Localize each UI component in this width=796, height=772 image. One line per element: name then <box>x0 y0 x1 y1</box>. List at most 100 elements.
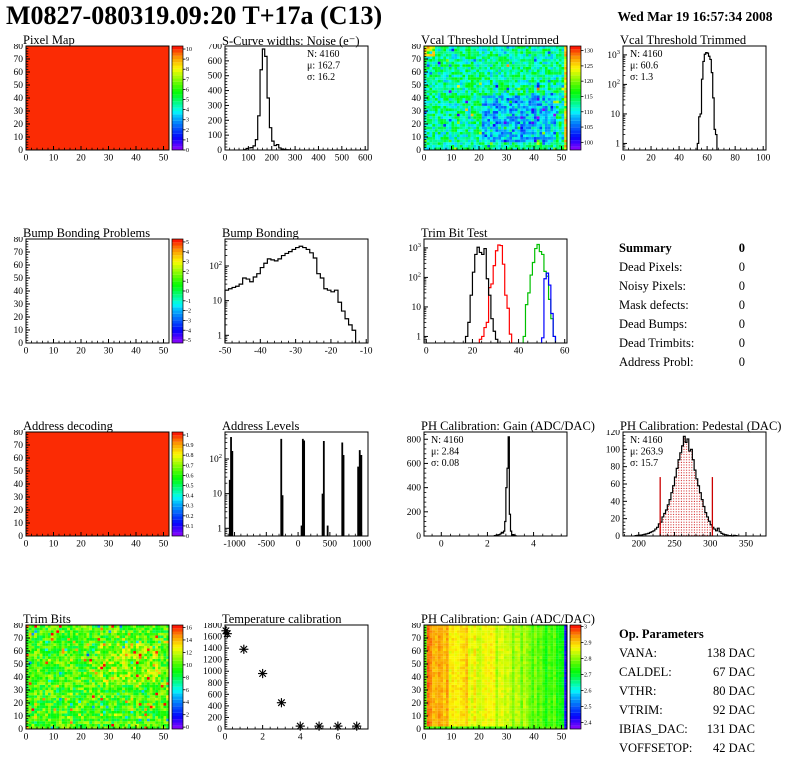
svg-text:0: 0 <box>416 146 421 156</box>
panel-address-decoding: Address decoding 0 10 20 30 40 50 0 10 20 30 40 50 6… <box>0 419 199 569</box>
table-row: VANA: 138 DAC <box>619 646 755 660</box>
svg-text:4: 4 <box>186 108 189 114</box>
svg-text:500: 500 <box>323 540 338 550</box>
svg-text:30: 30 <box>14 493 24 503</box>
svg-text:20: 20 <box>76 347 86 357</box>
svg-text:0.2: 0.2 <box>186 514 194 520</box>
plot-title: Bump Bonding <box>222 226 299 240</box>
svg-text:80: 80 <box>14 237 24 245</box>
svg-text:40: 40 <box>14 287 24 297</box>
svg-text:40: 40 <box>611 497 621 507</box>
svg-text:-40: -40 <box>254 347 267 357</box>
svg-text:40: 40 <box>529 154 539 164</box>
svg-text:1: 1 <box>416 332 421 342</box>
address-decoding-plot: 0 10 20 30 40 50 0 10 20 30 40 50 60 70 80 0 0.1 0.2 0.3 0.… <box>14 430 194 550</box>
svg-text:110: 110 <box>584 110 593 116</box>
svg-text:0.3: 0.3 <box>186 504 194 510</box>
svg-text:103: 103 <box>607 49 620 61</box>
svg-text:0: 0 <box>18 532 23 542</box>
svg-text:80: 80 <box>730 154 740 164</box>
svg-text:100: 100 <box>584 140 593 146</box>
table-row: IBIAS_DAC: 131 DAC <box>619 722 755 736</box>
svg-text:10: 10 <box>49 540 59 550</box>
svg-text:300: 300 <box>288 154 303 164</box>
svg-text:120: 120 <box>584 79 593 85</box>
svg-text:40: 40 <box>131 540 141 550</box>
svg-text:2: 2 <box>186 128 189 134</box>
svg-text:-30: -30 <box>289 347 302 357</box>
svg-text:50: 50 <box>159 347 169 357</box>
plot-title: Address decoding <box>23 419 113 433</box>
plot-title: Bump Bonding Problems <box>23 226 151 240</box>
svg-text:0.6: 0.6 <box>186 473 194 479</box>
svg-text:0: 0 <box>217 146 222 156</box>
svg-text:60: 60 <box>560 347 570 357</box>
bump-problems-plot: 0 10 20 30 40 50 0 10 20 30 40 50 60 70 80 -5 -4 -3 -2 -1 0 1… <box>14 237 192 357</box>
svg-text:μ: 162.7: μ: 162.7 <box>307 61 340 72</box>
svg-text:0: 0 <box>186 289 189 295</box>
svg-text:0: 0 <box>24 540 29 550</box>
svg-text:σ: 15.7: σ: 15.7 <box>630 458 658 469</box>
svg-text:μ: 2.84: μ: 2.84 <box>431 447 459 458</box>
svg-text:10: 10 <box>611 110 621 120</box>
svg-text:20: 20 <box>14 506 24 516</box>
svg-text:20: 20 <box>76 154 86 164</box>
svg-text:N: 4160: N: 4160 <box>431 435 464 446</box>
plot-title: S-Curve widths: Noise (e⁻) <box>222 34 360 48</box>
svg-text:40: 40 <box>131 347 141 357</box>
panel-ph-gain-hist: PH Calibration: Gain (ADC/DAC) 0 2 4 0 200 40… <box>398 419 597 569</box>
bump-bonding-plot: -50 -40 -30 -20 -10 1 10 102 <box>209 238 373 357</box>
svg-text:70: 70 <box>14 248 24 258</box>
panel-address-levels: Address Levels -1000 -500 0 500 1000 1 10 102 <box>199 419 398 569</box>
svg-text:80: 80 <box>14 430 24 438</box>
panel-vcal-trimmed: Vcal Threshold Trimmed 0 20 40 60 80 100 1 10 10… <box>597 33 796 183</box>
svg-text:20: 20 <box>646 154 656 164</box>
svg-text:0: 0 <box>621 154 626 164</box>
table-row: CALDEL: 67 DAC <box>619 665 755 679</box>
svg-text:0.9: 0.9 <box>186 443 194 449</box>
svg-text:N: 4160: N: 4160 <box>307 49 340 60</box>
summary-table: Summary 0 Dead Pixels: 0 Noisy Pixels: 0 Mask … <box>619 239 745 372</box>
svg-text:400: 400 <box>208 87 223 97</box>
panel-trim-bits: Trim Bits 0 10 20 30 40 50 0 10 20 30 40 50 60 70 80 0 2… <box>0 612 199 762</box>
table-row: Address Probl: 0 <box>619 355 745 369</box>
svg-text:80: 80 <box>611 463 621 473</box>
svg-text:10: 10 <box>213 490 223 500</box>
plot-title: PH Calibration: Gain (ADC/DAC) <box>421 612 595 626</box>
svg-text:40: 40 <box>14 480 24 490</box>
svg-text:50: 50 <box>14 467 24 477</box>
svg-text:70: 70 <box>14 55 24 65</box>
timestamp: Wed Mar 19 16:57:34 2008 <box>617 9 773 24</box>
svg-text:0: 0 <box>296 540 301 550</box>
svg-text:30: 30 <box>104 347 114 357</box>
svg-text:20: 20 <box>14 313 24 323</box>
svg-text:350: 350 <box>739 540 754 550</box>
svg-text:10: 10 <box>14 133 24 143</box>
panel-temperature-calibration: Temperature calibration 0 2 4 6 0 200 400 600 80… <box>199 612 398 762</box>
svg-text:100: 100 <box>756 154 771 164</box>
svg-text:600: 600 <box>358 154 373 164</box>
panel-op-parameters: Op. Parameters VANA: 138 DAC CALDEL: 67 DAC V… <box>597 612 796 762</box>
svg-text:30: 30 <box>502 154 512 164</box>
table-row: Noisy Pixels: 0 <box>619 279 745 293</box>
page-title: M0827-080319.09:20 T+17a (C13) <box>6 1 383 30</box>
svg-text:40: 40 <box>412 94 422 104</box>
svg-text:0.7: 0.7 <box>186 463 194 469</box>
svg-text:500: 500 <box>208 72 223 82</box>
scurve-noise-plot: 0 100 200 300 400 500 600 0 100 200 300 400 500 600 70… <box>208 44 373 164</box>
panel-trim-bit-test: Trim Bit Test 0 20 40 60 1 10 102 103 <box>398 226 597 376</box>
svg-text:0: 0 <box>223 154 228 164</box>
svg-text:1: 1 <box>186 433 189 439</box>
svg-text:10: 10 <box>412 303 422 313</box>
address-levels-plot: -1000 -500 0 500 1000 1 10 102 <box>209 431 371 550</box>
svg-text:200: 200 <box>265 154 280 164</box>
plot-title: Address Levels <box>222 419 300 433</box>
svg-text:10: 10 <box>14 326 24 336</box>
svg-text:30: 30 <box>14 300 24 310</box>
svg-text:0: 0 <box>416 532 421 542</box>
svg-text:30: 30 <box>14 107 24 117</box>
svg-text:1: 1 <box>186 279 189 285</box>
svg-text:-20: -20 <box>325 347 338 357</box>
svg-text:4: 4 <box>531 540 536 550</box>
svg-text:70: 70 <box>14 441 24 451</box>
